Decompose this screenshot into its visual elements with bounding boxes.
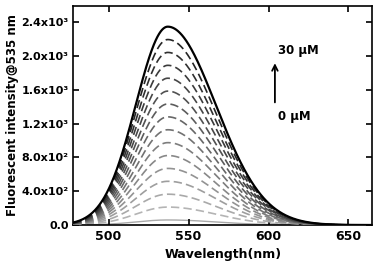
Text: 0 μM: 0 μM — [278, 110, 311, 123]
X-axis label: Wavelength(nm): Wavelength(nm) — [164, 249, 282, 261]
Y-axis label: Fluorescent intensity@535 nm: Fluorescent intensity@535 nm — [6, 14, 19, 216]
Text: 30 μM: 30 μM — [278, 44, 319, 57]
